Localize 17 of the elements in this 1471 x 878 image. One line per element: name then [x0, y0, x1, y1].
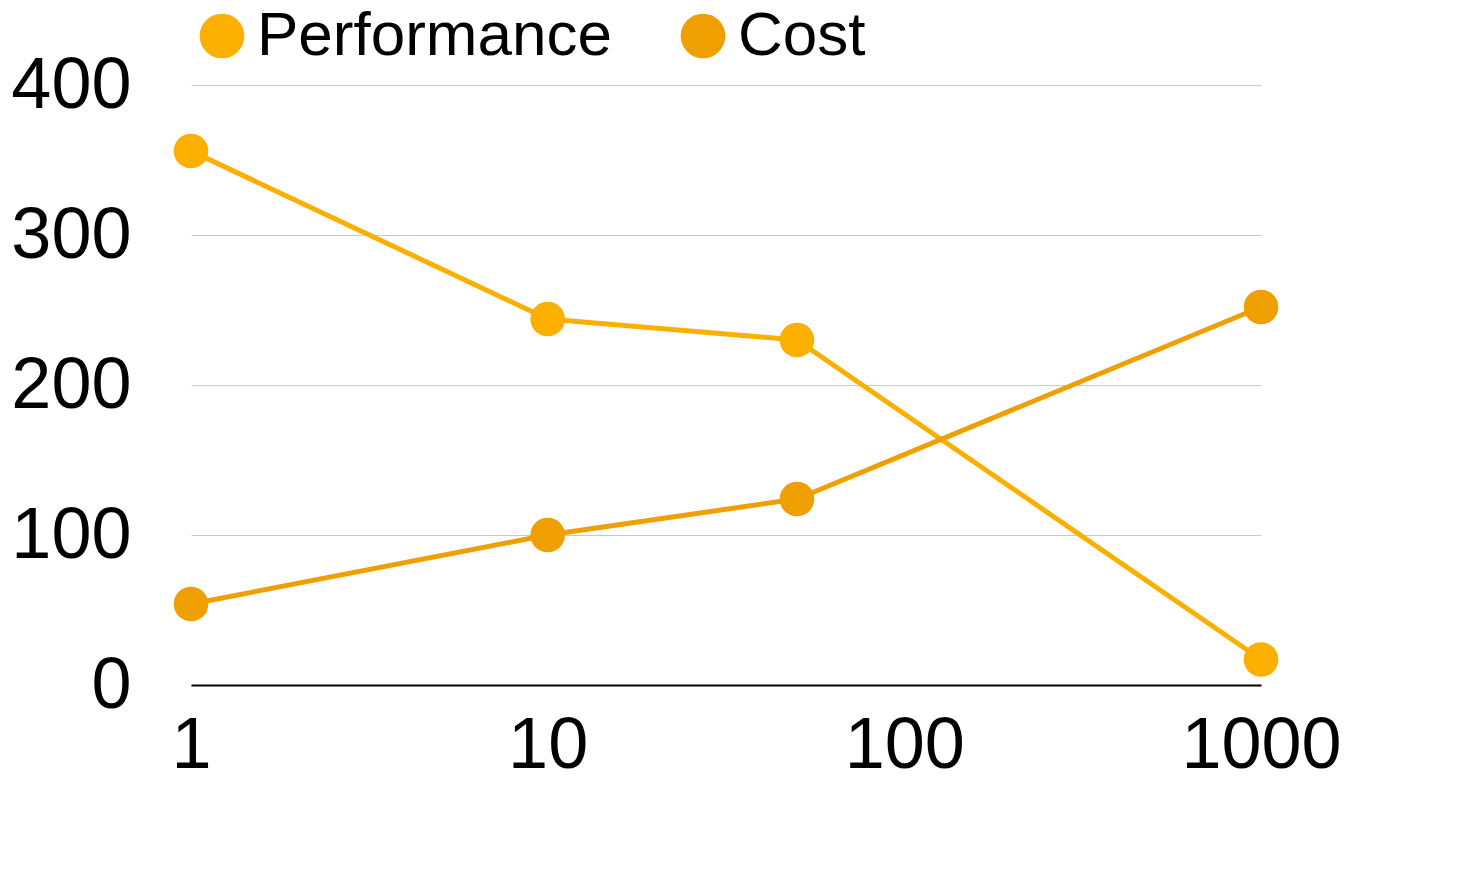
point: [173, 133, 209, 169]
point: [530, 301, 565, 337]
y-tick-label: 200: [11, 342, 132, 423]
x-tick-label: 10: [508, 702, 589, 783]
y-tick-label: 0: [91, 642, 132, 723]
point: [1243, 642, 1279, 677]
point: [530, 517, 565, 553]
x-tick-label: 1: [171, 702, 212, 783]
legend-label: Performance: [257, 0, 612, 68]
x-tick-label: 100: [844, 702, 965, 783]
point: [173, 586, 209, 622]
y-tick-label: 300: [11, 192, 132, 273]
y-tick-label: 100: [11, 492, 132, 573]
y-tick-label: 400: [11, 42, 132, 123]
point: [1243, 289, 1279, 325]
legend-label: Cost: [738, 0, 866, 68]
x-tick-label: 1000: [1181, 702, 1342, 783]
